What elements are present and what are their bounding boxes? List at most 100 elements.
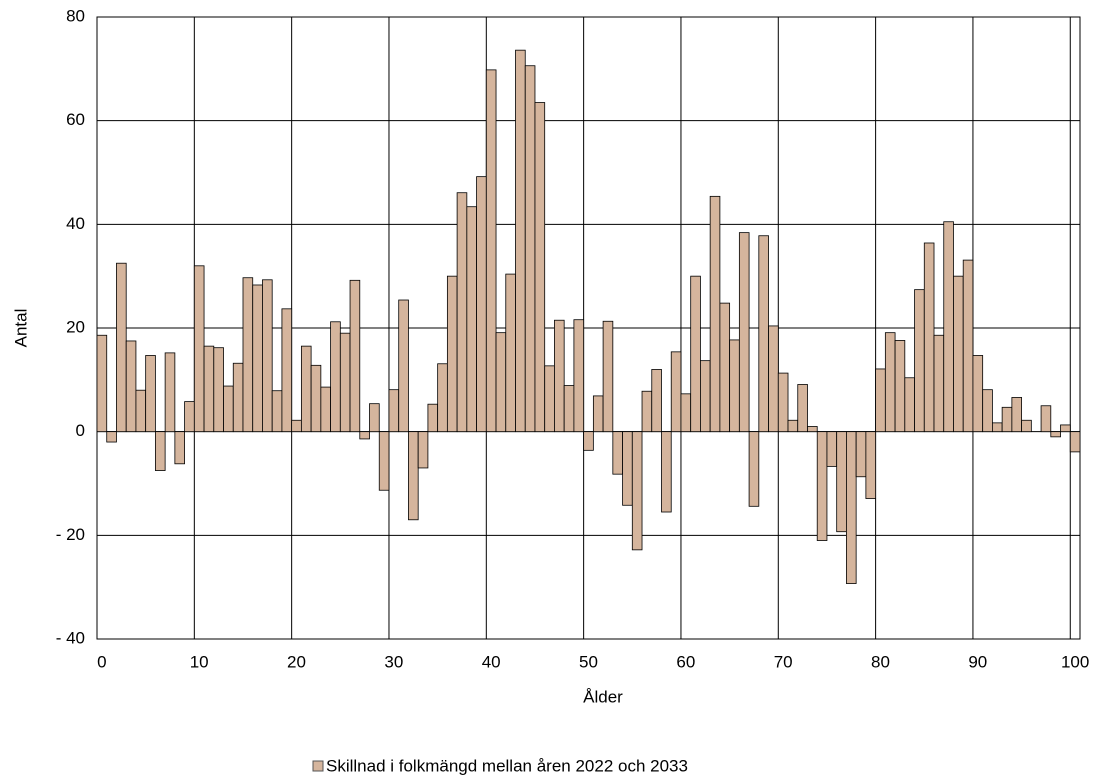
bar bbox=[826, 431, 838, 467]
bar bbox=[748, 431, 760, 507]
bar bbox=[154, 431, 166, 471]
bar bbox=[904, 377, 915, 433]
bar bbox=[807, 426, 818, 433]
bar bbox=[719, 302, 731, 433]
bar bbox=[466, 206, 477, 433]
x-tick-label: 50 bbox=[579, 652, 598, 671]
bar bbox=[193, 265, 205, 433]
bar bbox=[476, 176, 487, 433]
bar bbox=[223, 385, 234, 433]
bar bbox=[524, 65, 536, 433]
bar bbox=[427, 403, 439, 433]
bar bbox=[495, 332, 507, 433]
bar bbox=[271, 390, 283, 433]
bar bbox=[680, 393, 692, 433]
bar bbox=[933, 334, 945, 433]
bar bbox=[700, 360, 711, 433]
bar bbox=[485, 69, 497, 433]
x-tick-label: 0 bbox=[97, 652, 106, 671]
y-tick-label: 40 bbox=[66, 214, 85, 233]
bar bbox=[875, 368, 886, 433]
bar bbox=[437, 363, 448, 433]
bar bbox=[1060, 424, 1071, 433]
x-axis-label: Ålder bbox=[583, 687, 623, 706]
y-tick-label: - 40 bbox=[56, 628, 85, 647]
bar bbox=[359, 431, 370, 440]
bar bbox=[914, 289, 925, 433]
y-tick-label: 80 bbox=[66, 6, 85, 25]
bar bbox=[300, 345, 312, 433]
bar bbox=[622, 431, 633, 506]
plot-frame bbox=[96, 16, 1081, 640]
bar bbox=[865, 431, 877, 499]
bar bbox=[661, 431, 672, 513]
bar bbox=[923, 242, 935, 433]
bar bbox=[846, 431, 857, 584]
x-tick-label: 90 bbox=[968, 652, 987, 671]
bar bbox=[1040, 405, 1052, 433]
bar bbox=[992, 422, 1003, 433]
bar bbox=[768, 325, 779, 433]
bar bbox=[855, 431, 867, 478]
bar bbox=[972, 355, 984, 433]
bar bbox=[378, 431, 390, 491]
x-tick-label: 40 bbox=[482, 652, 501, 671]
bar bbox=[242, 277, 254, 433]
bar bbox=[310, 364, 322, 433]
legend-swatch bbox=[312, 760, 324, 772]
bar bbox=[1011, 397, 1023, 433]
bar bbox=[203, 345, 215, 433]
bar bbox=[583, 431, 594, 451]
bar bbox=[592, 395, 604, 433]
y-tick-label: - 20 bbox=[56, 525, 85, 544]
bar bbox=[777, 372, 789, 433]
bar bbox=[515, 49, 526, 433]
bar bbox=[330, 321, 341, 433]
bar bbox=[262, 279, 273, 433]
bar bbox=[631, 431, 643, 551]
bar bbox=[291, 419, 302, 433]
bar bbox=[787, 419, 799, 433]
bar bbox=[641, 390, 653, 433]
bar bbox=[953, 275, 964, 433]
bar bbox=[125, 340, 137, 433]
bar bbox=[232, 362, 244, 433]
bar bbox=[388, 389, 400, 433]
x-tick-label: 100 bbox=[1061, 652, 1089, 671]
bar bbox=[456, 192, 468, 433]
bar bbox=[943, 221, 954, 433]
x-tick-label: 30 bbox=[384, 652, 403, 671]
bar bbox=[554, 319, 565, 433]
x-tick-label: 10 bbox=[190, 652, 209, 671]
bar bbox=[534, 102, 546, 433]
bar bbox=[602, 320, 614, 433]
bar bbox=[213, 347, 224, 433]
bar bbox=[135, 389, 147, 433]
y-tick-label: 60 bbox=[66, 110, 85, 129]
bar bbox=[884, 332, 896, 433]
bar bbox=[816, 431, 828, 541]
legend-label: Skillnad i folkmängd mellan åren 2022 oc… bbox=[326, 756, 688, 775]
bar bbox=[709, 195, 721, 433]
bar bbox=[145, 355, 156, 433]
bar bbox=[1001, 406, 1013, 433]
x-tick-label: 20 bbox=[287, 652, 306, 671]
y-tick-label: 20 bbox=[66, 317, 85, 336]
bar bbox=[836, 431, 847, 533]
bar bbox=[252, 284, 263, 433]
bar bbox=[106, 431, 117, 443]
bar bbox=[96, 334, 108, 433]
bar bbox=[505, 273, 516, 433]
bar bbox=[116, 262, 127, 433]
bar bbox=[446, 275, 458, 433]
bar bbox=[184, 401, 195, 433]
bar bbox=[281, 308, 293, 433]
bar bbox=[417, 431, 429, 469]
bar bbox=[612, 431, 623, 475]
bar bbox=[164, 352, 176, 433]
bar bbox=[398, 299, 409, 433]
bar bbox=[982, 389, 993, 433]
bar bbox=[758, 235, 769, 433]
bar bbox=[690, 275, 701, 433]
bar bbox=[320, 386, 331, 433]
